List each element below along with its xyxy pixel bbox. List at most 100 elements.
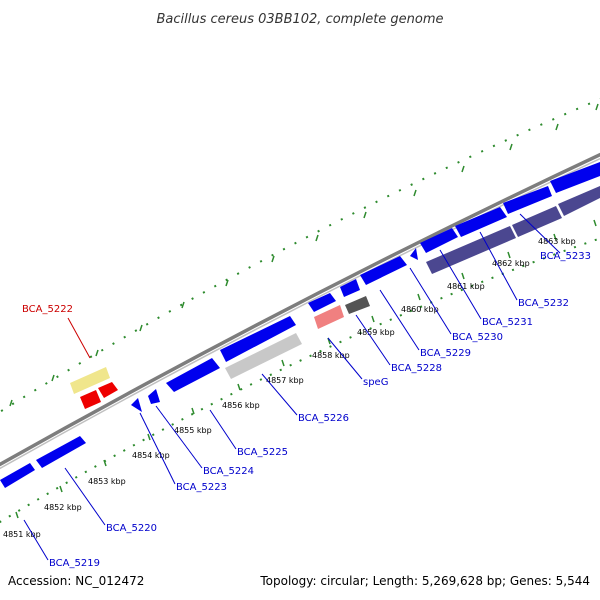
- outer-major-tick: [9, 399, 13, 407]
- tick-label: 4859 kbp: [357, 328, 395, 337]
- outer-major-tick: [413, 189, 417, 197]
- outer-major-tick: [315, 234, 319, 242]
- gene-arrow[interactable]: [420, 228, 458, 253]
- gene-label[interactable]: BCA_5225: [237, 447, 288, 458]
- outer-major-tick: [181, 301, 185, 309]
- outer-major-tick: [225, 279, 229, 287]
- backbone-inner: [0, 157, 600, 470]
- gene-label[interactable]: speG: [363, 377, 388, 388]
- gene-leader-line: [519, 213, 561, 254]
- gene-label[interactable]: BCA_5231: [482, 317, 533, 328]
- outer-major-tick: [461, 165, 465, 173]
- gene-leader-line: [409, 267, 452, 335]
- inner-major-tick: [281, 359, 285, 367]
- tick-label: 4862 kbp: [492, 259, 530, 268]
- outer-major-tick: [509, 143, 513, 151]
- inner-major-tick: [59, 485, 63, 493]
- backbone-outer: [0, 152, 600, 467]
- gene-label[interactable]: BCA_5230: [452, 332, 503, 343]
- gene-label[interactable]: BCA_5220: [106, 523, 157, 534]
- inner-major-tick: [507, 251, 511, 259]
- gene-leader-line: [209, 409, 237, 450]
- gene-red-1[interactable]: [80, 390, 101, 409]
- map-title: Bacillus cereus 03BB102, complete genome: [156, 12, 443, 27]
- gene-red-2[interactable]: [98, 382, 118, 398]
- gene-pink[interactable]: [314, 305, 344, 329]
- inner-major-tick: [191, 407, 195, 415]
- outer-major-tick: [595, 103, 599, 111]
- gene-leader-line: [261, 373, 298, 416]
- outer-major-tick: [51, 374, 55, 382]
- gene-dark-gray[interactable]: [345, 296, 370, 314]
- outer-major-tick: [271, 255, 275, 263]
- gene-labels: BCA_5222 BCA_5219 BCA_5220 BCA_5223 BCA_5224…: [22, 251, 591, 569]
- gene-leader-line: [379, 289, 420, 351]
- inner-major-tick: [15, 511, 19, 519]
- gene-label[interactable]: BCA_5219: [49, 558, 100, 569]
- gene-block[interactable]: [426, 226, 516, 274]
- inner-major-tick: [593, 219, 597, 227]
- gene-arrow[interactable]: [166, 358, 220, 392]
- gene-arrow[interactable]: [308, 293, 336, 312]
- gene-arrow[interactable]: [410, 248, 418, 260]
- outer-major-tick: [139, 324, 143, 332]
- inner-major-tick: [147, 433, 151, 441]
- tick-label: 4852 kbp: [44, 503, 82, 512]
- gene-label[interactable]: BCA_5224: [203, 466, 254, 477]
- gene-leader-line: [439, 249, 482, 320]
- gene-label[interactable]: BCA_5229: [420, 348, 471, 359]
- inner-major-tick: [461, 272, 465, 280]
- gene-label[interactable]: BCA_5226: [298, 413, 349, 424]
- tick-label: 4863 kbp: [538, 237, 576, 246]
- tick-labels: 4851 kbp 4852 kbp 4853 kbp 4854 kbp 4855 kbp…: [3, 237, 576, 539]
- gene-label[interactable]: BCA_5232: [518, 298, 569, 309]
- reverse-genes: [426, 186, 600, 274]
- gene-gray[interactable]: [225, 333, 302, 379]
- outer-major-tick: [95, 349, 99, 357]
- gene-arrow[interactable]: [131, 398, 142, 412]
- gene-block[interactable]: [512, 206, 562, 237]
- gene-leader-line: [355, 314, 391, 366]
- gene-block[interactable]: [558, 186, 600, 216]
- outer-major-tick: [363, 211, 367, 219]
- inner-major-tick: [103, 459, 107, 467]
- tick-label: 4856 kbp: [222, 401, 260, 410]
- gene-label[interactable]: BCA_5222: [22, 304, 73, 315]
- tick-label: 4860 kbp: [401, 305, 439, 314]
- gene-leaders: [23, 213, 561, 561]
- gene-label[interactable]: BCA_5223: [176, 482, 227, 493]
- inner-major-tick: [417, 293, 421, 301]
- gene-leader-line: [23, 519, 49, 561]
- gene-arrow[interactable]: [220, 316, 296, 362]
- forward-genes: [0, 162, 600, 488]
- tick-label: 4855 kbp: [174, 426, 212, 435]
- inner-major-tick: [237, 383, 241, 391]
- summary-text: Topology: circular; Length: 5,269,628 bp…: [259, 574, 590, 588]
- gene-leader-line: [67, 317, 91, 359]
- gene-arrow[interactable]: [503, 186, 552, 214]
- gene-pseudo-yellow[interactable]: [70, 367, 110, 394]
- gene-label[interactable]: BCA_5228: [391, 363, 442, 374]
- inner-major-tick: [553, 233, 557, 241]
- gene-label[interactable]: BCA_5233: [540, 251, 591, 262]
- gene-arrow[interactable]: [340, 279, 360, 297]
- gene-arrow[interactable]: [360, 256, 407, 285]
- tick-label: 4851 kbp: [3, 530, 41, 539]
- tick-label: 4861 kbp: [447, 282, 485, 291]
- gene-arrow[interactable]: [0, 463, 35, 488]
- gene-arrow[interactable]: [36, 436, 86, 468]
- gene-arrow[interactable]: [550, 162, 600, 193]
- outer-major-tick: [555, 123, 559, 131]
- tick-label: 4853 kbp: [88, 477, 126, 486]
- gene-leader-line: [139, 412, 176, 485]
- gene-leader-line: [479, 231, 518, 301]
- gene-arrow[interactable]: [148, 389, 160, 404]
- tick-label: 4858 kbp: [312, 351, 350, 360]
- inner-tick-track: [0, 237, 600, 524]
- gene-leader-line: [155, 405, 203, 469]
- gene-arrow[interactable]: [455, 207, 507, 237]
- tick-label: 4857 kbp: [266, 376, 304, 385]
- accession-text: Accession: NC_012472: [8, 574, 144, 588]
- outer-major-ticks: [9, 103, 599, 407]
